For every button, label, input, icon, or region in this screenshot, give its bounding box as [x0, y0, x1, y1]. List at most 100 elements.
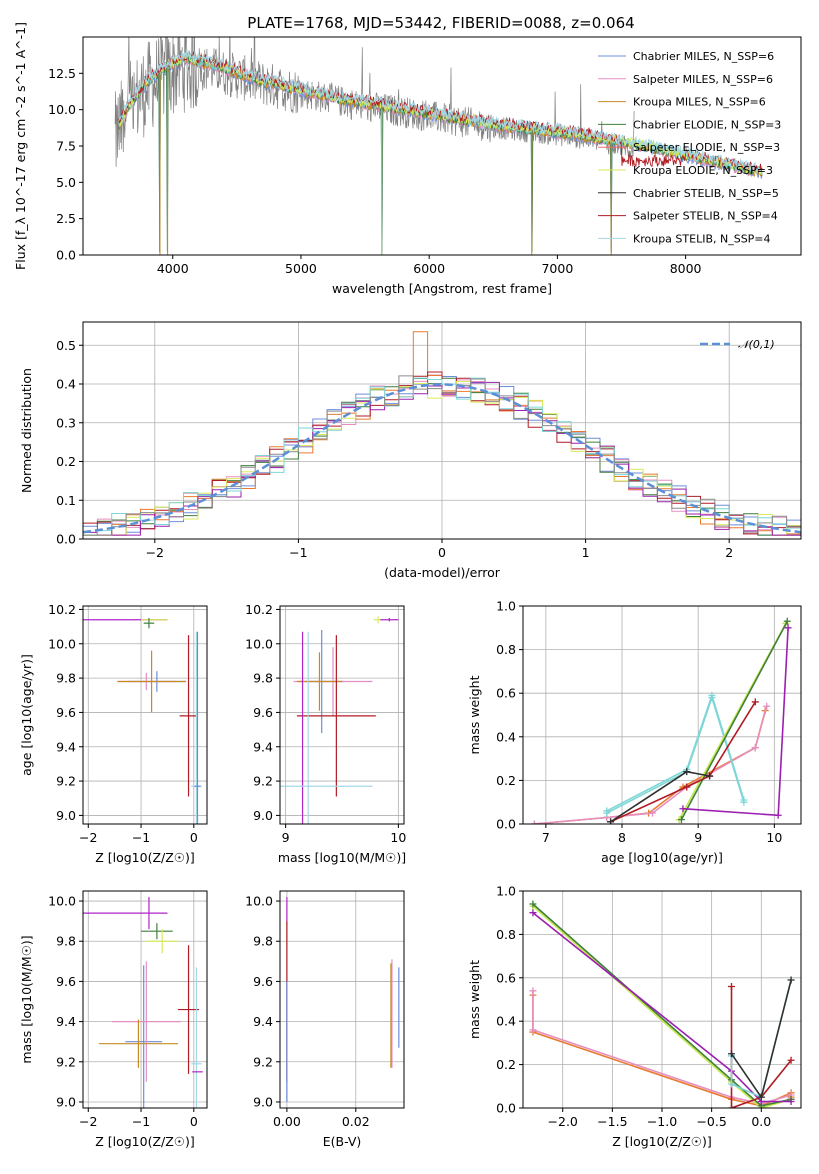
legend-entry-label: 𝒩(0,1) — [738, 338, 775, 351]
legend-entry-label: Salpeter STELIB, N_SSP=4 — [633, 210, 778, 223]
weight-series — [607, 768, 714, 824]
weight-marker — [783, 617, 791, 625]
y-tick-label: 7.5 — [56, 139, 76, 154]
axes-frame — [82, 605, 208, 825]
x-axis-label: age [log10(age/yr)] — [601, 850, 723, 865]
x-tick-label: −1 — [289, 545, 307, 560]
y-tick-label: 10.0 — [48, 102, 76, 117]
x-tick-label: 0.00 — [273, 1114, 301, 1129]
weight-marker — [728, 1050, 735, 1058]
y-tick-label: 10.0 — [48, 636, 76, 651]
x-tick-label: 10 — [390, 830, 406, 845]
errorbar-point — [141, 923, 173, 940]
y-tick-label: 0.0 — [56, 248, 76, 263]
plot-area — [530, 617, 792, 824]
y-tick-label: 9.4 — [56, 739, 76, 754]
x-tick-label: −0.5 — [696, 1114, 726, 1129]
y-tick-label: 9.0 — [56, 1094, 76, 1109]
y-tick-label: 0.6 — [496, 686, 516, 701]
weight-series — [603, 694, 748, 817]
y-tick-label: 0.0 — [496, 817, 516, 832]
y-tick-label: 9.4 — [253, 1014, 273, 1029]
x-tick-label: −1.0 — [647, 1114, 677, 1129]
x-tick-label: 0 — [190, 1114, 198, 1129]
errorbar-point — [296, 652, 342, 711]
errorbar-point — [125, 965, 163, 1108]
y-tick-label: 0.6 — [496, 970, 516, 985]
y-tick-label: 10.2 — [48, 602, 76, 617]
x-tick-label: 0.0 — [751, 1114, 771, 1129]
legend-entry-label: Salpeter MILES, N_SSP=6 — [633, 73, 773, 86]
legend-entry-label: Kroupa ELODIE, N_SSP=3 — [633, 164, 773, 177]
figure-title: PLATE=1768, MJD=53442, FIBERID=0088, z=0… — [247, 14, 634, 32]
y-tick-label: 9.2 — [253, 1054, 273, 1069]
residuals-frame — [82, 321, 802, 540]
y-axis-label: mass weight — [467, 960, 482, 1039]
x-tick-label: 7 — [542, 830, 550, 845]
y-tick-label: 5.0 — [56, 175, 76, 190]
panel-age_vs_mass: 9 10 9.0 9.2 9.4 9.6 9.8 10.0 10.2 mass [log10(M/… — [245, 602, 406, 865]
model-spectrum-line — [118, 53, 763, 253]
x-axis-label: mass [log10(M/M☉)] — [278, 850, 406, 865]
residual-histogram — [83, 377, 801, 536]
panel-weight_vs_Z: −2.0 −1.5 −1.0 −0.5 0.0 0.0 0.2 0.4 0.6 0.8 1.0 Z [… — [467, 884, 802, 1149]
y-tick-label: 9.8 — [253, 934, 273, 949]
weight-marker — [740, 798, 748, 806]
weight-series — [728, 976, 795, 1101]
x-axis-label: E(B-V) — [323, 1134, 362, 1149]
y-axis-label: mass weight — [467, 675, 482, 754]
legend-entry-label: Kroupa STELIB, N_SSP=4 — [633, 232, 771, 245]
y-tick-label: 0.3 — [56, 415, 76, 430]
weight-marker — [648, 809, 656, 817]
y-tick-label: 0.5 — [56, 338, 76, 353]
weight-line — [730, 986, 792, 1108]
y-tick-label: 0.4 — [496, 729, 516, 744]
panel-mass_vs_ebv: 0.00 0.02 9.0 9.2 9.4 9.6 9.8 10.0 E(B-V) — [245, 890, 405, 1149]
plot-area — [83, 618, 202, 824]
plot-area — [286, 897, 400, 1102]
y-tick-label: 10.0 — [245, 894, 273, 909]
axes-frame — [279, 890, 405, 1109]
legend-entry-label: Chabrier ELODIE, N_SSP=3 — [633, 118, 781, 131]
weight-marker — [774, 811, 782, 819]
weight-marker — [529, 1026, 537, 1034]
y-tick-label: 10.0 — [245, 636, 273, 651]
x-tick-label: 1 — [582, 545, 590, 560]
x-tick-label: 6000 — [413, 261, 445, 276]
panel-spectrum: 4000 5000 6000 7000 8000 0.0 2.5 5.0 7.5 10.0 12.5… — [13, 22, 802, 296]
errorbar-point — [296, 635, 376, 797]
y-tick-label: 0.4 — [496, 1014, 516, 1029]
x-axis-label: Z [log10(Z/Z☉)] — [95, 850, 195, 865]
y-tick-label: 1.0 — [496, 599, 516, 614]
y-tick-label: 0.2 — [56, 454, 76, 469]
x-tick-label: 5000 — [285, 261, 317, 276]
weight-marker — [708, 694, 716, 702]
x-tick-label: 10 — [766, 830, 782, 845]
weight-marker — [529, 909, 537, 917]
x-tick-label: 0.02 — [342, 1114, 370, 1129]
x-tick-label: 2 — [725, 545, 733, 560]
y-tick-label: 0.8 — [496, 642, 516, 657]
weight-marker — [683, 783, 691, 791]
weight-line — [610, 701, 756, 823]
weight-marker — [607, 818, 615, 824]
weight-series — [677, 617, 791, 824]
y-tick-label: 10.0 — [48, 894, 76, 909]
axes-frame — [82, 890, 208, 1109]
residual-histogram — [83, 375, 801, 536]
weight-marker — [728, 1104, 735, 1108]
plot-area — [280, 616, 399, 824]
weight-line — [680, 620, 789, 820]
legend-entry-label: Chabrier MILES, N_SSP=6 — [633, 50, 774, 63]
y-tick-label: 10.2 — [245, 602, 273, 617]
x-tick-label: 8 — [618, 830, 626, 845]
weight-line — [534, 706, 768, 824]
errorbar-point — [146, 929, 178, 954]
x-axis-label: (data-model)/error — [384, 565, 501, 580]
y-tick-label: 9.2 — [56, 1054, 76, 1069]
y-tick-label: 0.0 — [56, 532, 76, 547]
y-tick-label: 0.4 — [56, 377, 76, 392]
x-tick-label: −1 — [132, 830, 150, 845]
y-tick-label: 9.6 — [253, 974, 273, 989]
x-tick-label: −1.5 — [597, 1114, 627, 1129]
